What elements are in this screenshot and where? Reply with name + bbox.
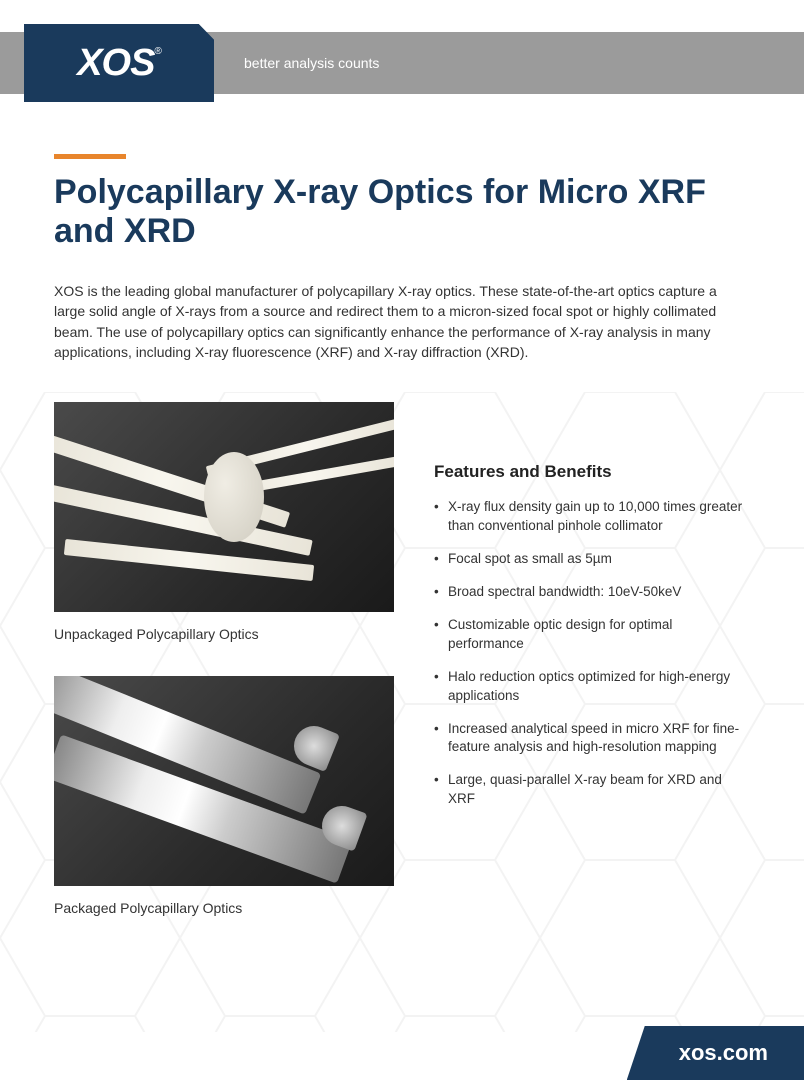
feature-item: Customizable optic design for optimal pe… [434,616,750,654]
two-column-layout: Unpackaged Polycapillary Optics Packaged… [54,402,750,950]
tagline: better analysis counts [244,55,379,71]
page-title: Polycapillary X-ray Optics for Micro XRF… [54,173,750,251]
logo-text: XOS® [77,42,161,85]
header-bar: XOS® better analysis counts [0,32,804,94]
images-column: Unpackaged Polycapillary Optics Packaged… [54,402,394,950]
features-heading: Features and Benefits [434,462,750,482]
packaged-photo [54,676,394,886]
feature-item: Focal spot as small as 5µm [434,550,750,569]
unpackaged-photo [54,402,394,612]
feature-item: Broad spectral bandwidth: 10eV-50keV [434,583,750,602]
feature-item: Halo reduction optics optimized for high… [434,668,750,706]
logo-registered: ® [154,46,160,57]
feature-item: Large, quasi-parallel X-ray beam for XRD… [434,771,750,809]
unpackaged-caption: Unpackaged Polycapillary Optics [54,626,394,642]
features-column: Features and Benefits X-ray flux density… [434,402,750,950]
footer-url-tab: xos.com [627,1026,804,1080]
feature-item: X-ray flux density gain up to 10,000 tim… [434,498,750,536]
feature-item: Increased analytical speed in micro XRF … [434,720,750,758]
logo-box: XOS® [24,24,214,102]
main-content: Polycapillary X-ray Optics for Micro XRF… [0,94,804,950]
intro-paragraph: XOS is the leading global manufacturer o… [54,281,750,362]
logo-name: XOS [77,42,154,84]
accent-bar [54,154,126,159]
packaged-caption: Packaged Polycapillary Optics [54,900,394,916]
features-list: X-ray flux density gain up to 10,000 tim… [434,498,750,809]
footer-url: xos.com [679,1040,768,1065]
